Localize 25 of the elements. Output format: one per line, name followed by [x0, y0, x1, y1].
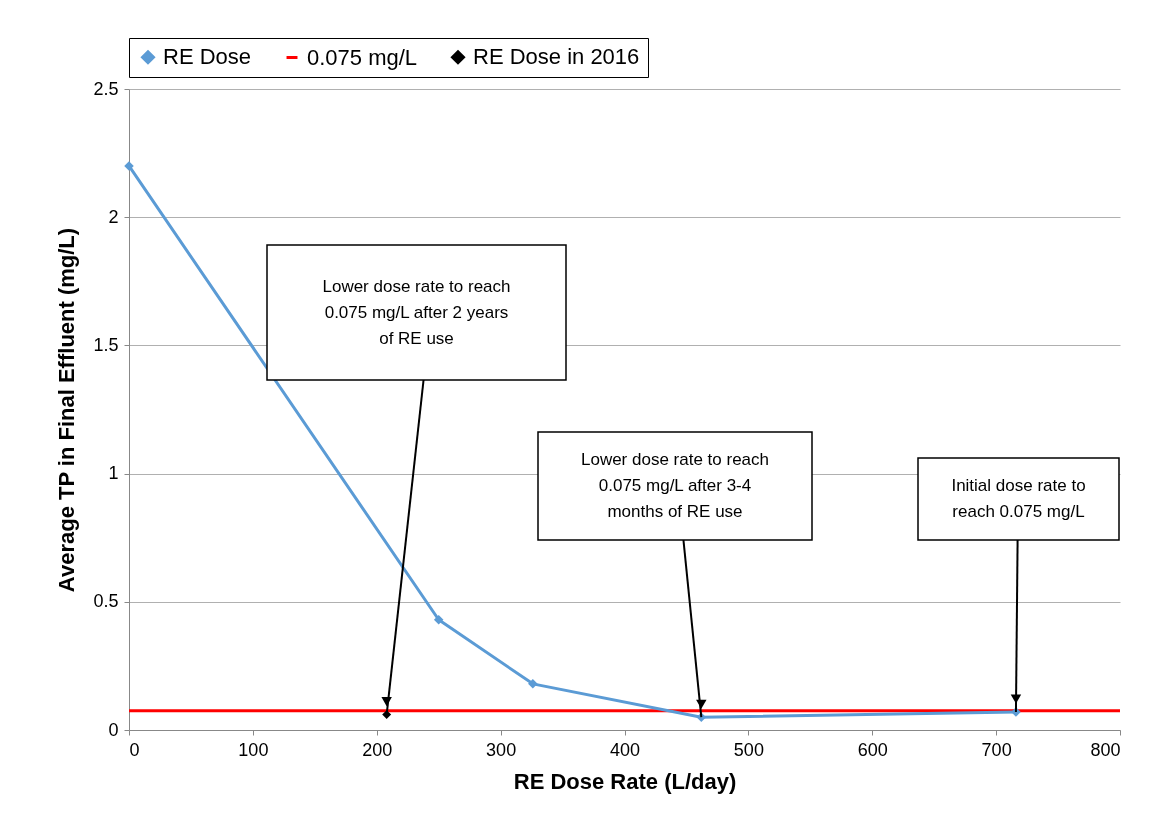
point	[528, 679, 538, 689]
y-tick-label: 0.5	[93, 591, 119, 612]
x-tick-label: 700	[981, 739, 1012, 760]
x-tick-label: 800	[1090, 739, 1121, 760]
x-tick-label: 500	[733, 739, 764, 760]
point	[433, 615, 444, 625]
x-tick-label: 0	[129, 739, 140, 760]
legend-label: RE Dose	[163, 44, 252, 70]
annotation: Lower dose rate to reach 0.075 mg/L after 3-4 months of RE use	[580, 450, 770, 521]
x-tick-label: 600	[857, 739, 888, 760]
annotation: Initial dose rate to reach 0.075 mg/L	[951, 476, 1086, 521]
x-tick-label: 200	[362, 739, 393, 760]
legend-label: 0.075 mg/L	[307, 44, 418, 70]
y-tick-label: 2	[108, 206, 119, 227]
x-axis-title: RE Dose Rate (L/day)	[513, 768, 737, 794]
x-tick-label: 400	[609, 739, 641, 760]
x-tick-label: 300	[486, 739, 517, 760]
y-tick-label: 1	[108, 463, 119, 484]
y-tick-label: 0	[108, 719, 119, 740]
y-axis-title: Average TP in Final Effluent (mg/L)	[54, 227, 80, 593]
y-tick-label: 1.5	[93, 334, 119, 355]
x-tick-label: 100	[238, 739, 269, 760]
legend-label: RE Dose in 2016	[473, 44, 640, 70]
y-tick-label: 2.5	[93, 78, 119, 99]
annotation: Lower dose rate to reach 0.075 mg/L after 2 years of RE use	[322, 276, 511, 348]
